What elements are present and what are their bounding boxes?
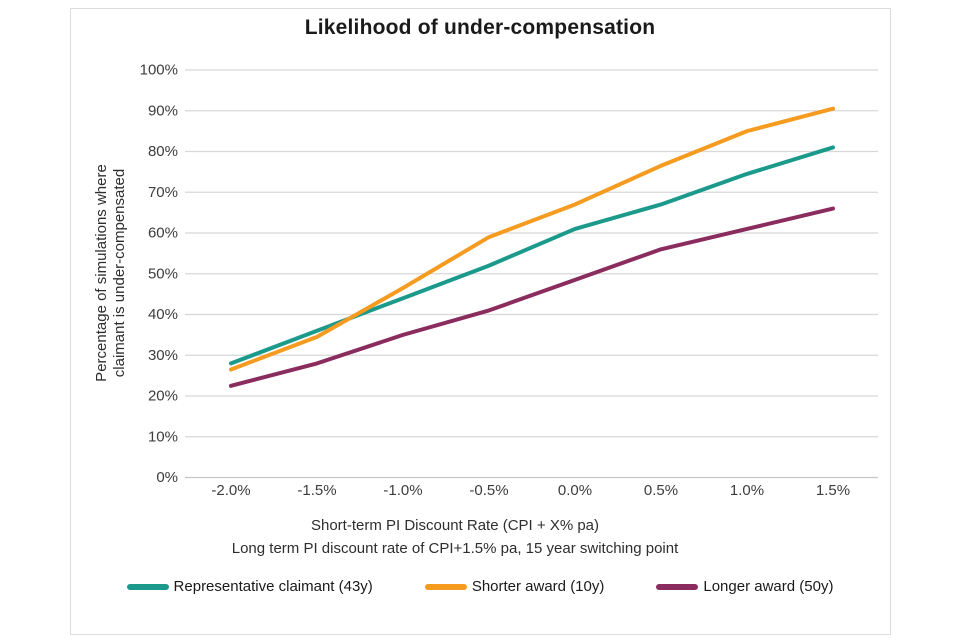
x-tick-label: 0.0% bbox=[558, 482, 592, 499]
legend-label: Longer award (50y) bbox=[703, 578, 834, 595]
x-tick-label: 1.0% bbox=[730, 482, 764, 499]
y-tick-label: 10% bbox=[148, 428, 178, 445]
x-axis-title-line1: Short-term PI Discount Rate (CPI + X% pa… bbox=[310, 517, 600, 534]
legend-item-representative-claimant: Representative claimant (43y) bbox=[126, 578, 373, 595]
y-tick-label: 100% bbox=[140, 62, 178, 79]
y-tick-label: 0% bbox=[156, 469, 178, 486]
x-tick-label: -1.5% bbox=[297, 482, 336, 499]
x-tick-label: -2.0% bbox=[211, 482, 250, 499]
y-tick-label: 20% bbox=[148, 388, 178, 405]
series-line-1 bbox=[229, 106, 835, 372]
y-tick-label: 30% bbox=[148, 347, 178, 364]
legend: Representative claimant (43y) Shorter aw… bbox=[70, 578, 890, 595]
series-line-0 bbox=[229, 145, 835, 366]
y-tick-label: 80% bbox=[148, 143, 178, 160]
legend-swatch-purple-icon bbox=[656, 583, 699, 590]
x-axis-title-line2: Long term PI discount rate of CPI+1.5% p… bbox=[231, 540, 679, 557]
y-tick-label: 70% bbox=[148, 184, 178, 201]
x-tick-label: -0.5% bbox=[469, 482, 508, 499]
x-axis-title: Short-term PI Discount Rate (CPI + X% pa… bbox=[70, 514, 840, 560]
y-tick-label: 60% bbox=[148, 225, 178, 242]
chart-figure bbox=[70, 8, 891, 635]
legend-label: Representative claimant (43y) bbox=[173, 578, 373, 595]
y-tick-label: 40% bbox=[148, 306, 178, 323]
y-tick-label: 90% bbox=[148, 102, 178, 119]
legend-swatch-orange-icon bbox=[424, 583, 467, 590]
legend-label: Shorter award (10y) bbox=[471, 578, 605, 595]
series-line-2 bbox=[229, 206, 835, 388]
y-tick-label: 50% bbox=[148, 265, 178, 282]
legend-swatch-teal-icon bbox=[126, 583, 169, 590]
chart-title: Likelihood of under-compensation bbox=[304, 16, 656, 39]
x-tick-label: -1.0% bbox=[383, 482, 422, 499]
legend-item-longer-award: Longer award (50y) bbox=[656, 578, 833, 595]
x-tick-label: 0.5% bbox=[644, 482, 678, 499]
legend-item-shorter-award: Shorter award (10y) bbox=[424, 578, 605, 595]
x-tick-label: 1.5% bbox=[816, 482, 850, 499]
